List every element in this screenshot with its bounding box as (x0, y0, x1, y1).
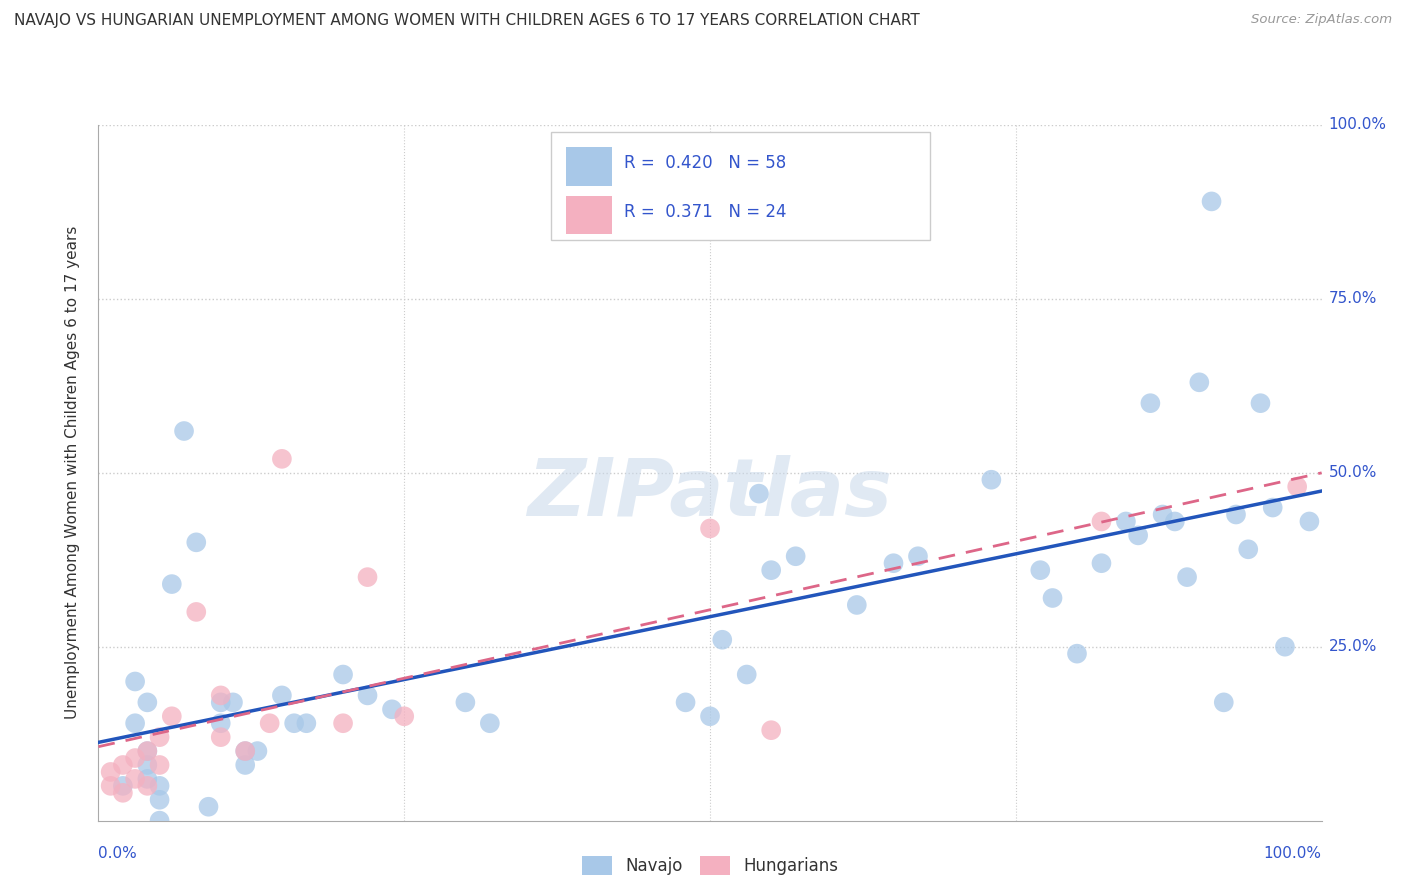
Point (136, 695, 159, 709)
Point (1090, 556, 1112, 570)
Text: 50.0%: 50.0% (1329, 466, 1376, 480)
Point (222, 695, 245, 709)
Point (1042, 591, 1064, 605)
Point (136, 758, 159, 772)
Point (186, 535, 208, 549)
Point (1261, 500, 1284, 515)
Point (392, 709, 416, 723)
Point (883, 556, 905, 570)
Text: ZIPatlas: ZIPatlas (527, 455, 893, 533)
Point (1188, 376, 1211, 390)
Text: 0.0%: 0.0% (98, 846, 138, 861)
Point (100, 764, 122, 779)
Text: NAVAJO VS HUNGARIAN UNEMPLOYMENT AMONG WOMEN WITH CHILDREN AGES 6 TO 17 YEARS CO: NAVAJO VS HUNGARIAN UNEMPLOYMENT AMONG W… (14, 13, 920, 29)
Point (149, 779, 172, 793)
Point (233, 744, 256, 758)
Point (1090, 515, 1112, 529)
Point (1212, 695, 1234, 709)
Point (209, 695, 232, 709)
Point (1298, 515, 1320, 529)
Point (124, 674, 146, 689)
Text: R =  0.371   N = 24: R = 0.371 N = 24 (624, 202, 787, 221)
Point (149, 793, 172, 807)
Point (136, 772, 159, 786)
Text: 100.0%: 100.0% (1264, 846, 1322, 861)
Point (259, 716, 281, 731)
Point (233, 744, 256, 758)
Point (332, 716, 354, 731)
Point (761, 723, 783, 738)
FancyBboxPatch shape (551, 132, 931, 240)
Point (111, 758, 134, 772)
Point (1066, 647, 1088, 661)
Point (124, 772, 146, 786)
Point (270, 689, 294, 703)
Point (270, 451, 294, 466)
Point (173, 424, 195, 438)
Point (100, 779, 122, 793)
Point (845, 598, 868, 612)
Point (295, 716, 318, 731)
Point (699, 709, 721, 723)
Point (675, 695, 697, 709)
Point (1175, 570, 1198, 584)
Bar (565, 196, 612, 235)
Point (1115, 515, 1137, 529)
Point (246, 744, 269, 758)
Point (136, 744, 159, 758)
Text: 100.0%: 100.0% (1329, 118, 1386, 132)
Point (124, 716, 146, 731)
Point (160, 709, 183, 723)
Point (111, 779, 134, 793)
Legend: Navajo, Hungarians: Navajo, Hungarians (575, 849, 845, 882)
Point (233, 758, 256, 772)
Point (1274, 640, 1296, 654)
Point (332, 667, 354, 681)
Point (980, 473, 1002, 487)
Point (785, 549, 807, 564)
Y-axis label: Unemployment Among Women with Children Ages 6 to 17 years: Unemployment Among Women with Children A… (65, 226, 80, 720)
Point (748, 486, 770, 500)
Point (1128, 528, 1150, 542)
Text: R =  0.420   N = 58: R = 0.420 N = 58 (624, 154, 786, 172)
Point (907, 549, 929, 564)
Bar (565, 147, 612, 186)
Point (711, 632, 734, 647)
Point (478, 716, 501, 731)
Point (124, 751, 146, 765)
Point (356, 570, 378, 584)
Point (186, 605, 208, 619)
Point (381, 702, 404, 716)
Point (735, 667, 758, 681)
Point (283, 716, 305, 731)
Point (1225, 508, 1247, 522)
Point (209, 716, 232, 731)
Text: 75.0%: 75.0% (1329, 292, 1376, 306)
Point (197, 799, 219, 814)
Point (761, 563, 783, 577)
Point (1249, 396, 1271, 410)
Point (699, 521, 721, 535)
Point (149, 814, 172, 828)
Point (149, 758, 172, 772)
Text: Source: ZipAtlas.com: Source: ZipAtlas.com (1251, 13, 1392, 27)
Text: 25.0%: 25.0% (1329, 640, 1376, 654)
Point (136, 779, 159, 793)
Point (1237, 542, 1260, 557)
Point (111, 786, 134, 800)
Point (1029, 563, 1052, 577)
Point (160, 577, 183, 591)
Point (1164, 515, 1187, 529)
Point (1286, 480, 1309, 494)
Point (136, 744, 159, 758)
Point (1139, 396, 1161, 410)
Point (209, 689, 232, 703)
Point (1201, 194, 1223, 209)
Point (454, 695, 477, 709)
Point (149, 730, 172, 744)
Point (209, 730, 232, 744)
Point (1152, 508, 1174, 522)
Point (356, 689, 378, 703)
